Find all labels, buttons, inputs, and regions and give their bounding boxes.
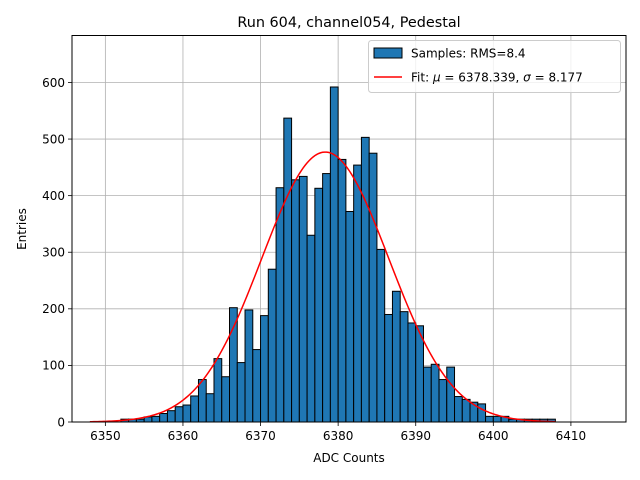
histogram-bar (229, 307, 238, 423)
sigma-symbol: σ (523, 71, 531, 85)
chart-title: Run 604, channel054, Pedestal (237, 15, 460, 31)
legend-histogram-swatch (373, 47, 403, 59)
y-axis-ticks: 0 100 200 300 400 500 600 (42, 76, 72, 429)
histogram-bar (461, 398, 471, 423)
fit-curve-layer (89, 151, 556, 423)
legend: Samples: RMS=8.4 Fit: μ = 6378.339, σ = … (368, 40, 621, 93)
histogram-bar (485, 415, 494, 423)
histogram-bar (275, 187, 285, 423)
histogram-bar (221, 376, 231, 423)
y-tick-label: 400 (42, 189, 65, 203)
histogram-bar (376, 248, 386, 423)
histogram-bar (306, 234, 316, 423)
sigma-value: = 8.177 (531, 71, 583, 85)
y-tick-label: 0 (57, 415, 65, 429)
plot-frame (71, 35, 627, 423)
y-tick-label: 300 (42, 246, 65, 260)
y-tick-label: 600 (42, 76, 65, 90)
x-tick-label: 6350 (90, 429, 121, 443)
histogram-bar (159, 413, 168, 423)
histogram-bar (298, 175, 308, 423)
legend-fit-label: Fit: μ = 6378.339, σ = 8.177 (411, 71, 583, 85)
histogram-bar (391, 290, 401, 423)
histogram-bar (329, 86, 339, 423)
histogram-bar (492, 415, 502, 423)
histogram-bar (174, 406, 184, 423)
histogram-bar (446, 366, 456, 423)
fit-label-prefix: Fit: (411, 71, 433, 85)
histogram-bar (190, 395, 199, 423)
histogram-bar (267, 268, 277, 423)
histogram-bar (399, 311, 409, 423)
histogram-bar (384, 313, 393, 423)
histogram-bar (182, 404, 192, 423)
histogram-bar (322, 173, 331, 423)
histogram-bar (260, 315, 269, 423)
legend-box (368, 40, 621, 93)
histogram-bar (252, 349, 262, 423)
histogram-bar (360, 136, 370, 423)
histogram-bars (120, 86, 556, 423)
x-tick-label: 6370 (245, 429, 276, 443)
histogram-bar (213, 358, 223, 423)
x-tick-label: 6360 (168, 429, 199, 443)
x-axis-ticks: 6350 6360 6370 6380 6390 6400 6410 (90, 422, 586, 443)
histogram-bar (337, 158, 347, 423)
histogram-bar (415, 325, 424, 423)
histogram-bar (454, 396, 463, 423)
x-axis-title: ADC Counts (313, 451, 385, 465)
fit-curve (89, 151, 556, 423)
histogram-bar (236, 362, 246, 423)
x-tick-label: 6410 (556, 429, 587, 443)
histogram-bar (407, 322, 417, 423)
histogram-bar (430, 363, 440, 423)
histogram-bar (353, 164, 362, 423)
y-tick-label: 500 (42, 132, 65, 146)
x-tick-label: 6400 (478, 429, 509, 443)
histogram-bar (345, 210, 355, 423)
y-tick-label: 200 (42, 302, 65, 316)
legend-histogram-label: Samples: RMS=8.4 (411, 47, 526, 61)
histogram-bar (477, 403, 487, 423)
histogram-bar (291, 179, 300, 423)
y-tick-label: 100 (42, 359, 65, 373)
histogram-bar (314, 187, 324, 423)
mu-symbol: μ (432, 71, 441, 85)
x-tick-label: 6380 (323, 429, 354, 443)
histogram-bar (368, 152, 378, 423)
histogram-bar (166, 410, 176, 423)
histogram-bar (283, 117, 293, 423)
histogram-bar (422, 366, 432, 423)
x-tick-label: 6390 (400, 429, 431, 443)
histogram-bar (151, 415, 161, 423)
histogram-bar (205, 393, 215, 423)
histogram-bar (244, 309, 254, 423)
histogram-bar (197, 379, 207, 423)
y-axis-title: Entries (15, 208, 29, 250)
histogram-bar (438, 379, 448, 423)
mu-value: = 6378.339, (441, 71, 524, 85)
